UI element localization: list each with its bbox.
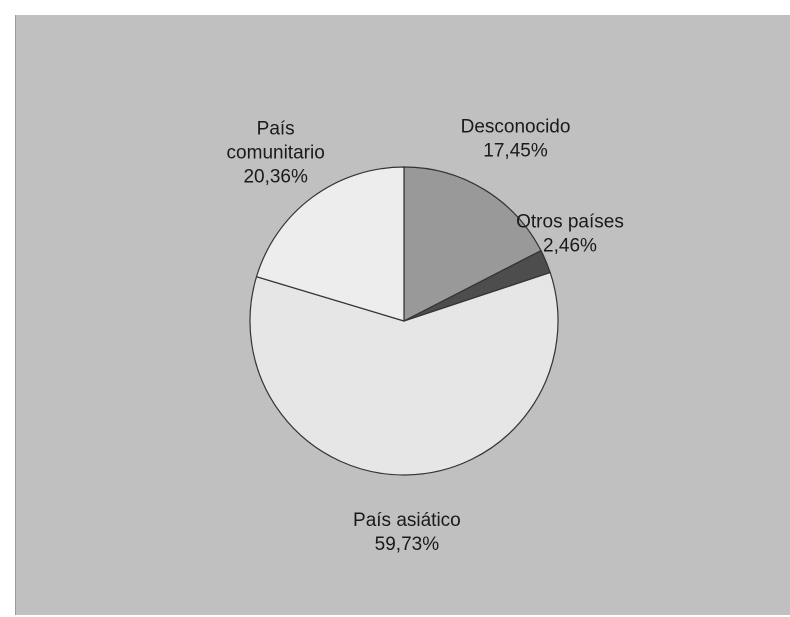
pie-slice-pais-asiatico xyxy=(249,271,559,476)
slice-label-otros-paises: Otros países 2,46% xyxy=(516,211,624,256)
pie-chart: Desconocido 17,45% Otros países 2,46% País a… xyxy=(227,116,624,555)
chart-area: Desconocido 17,45% Otros países 2,46% País a… xyxy=(15,15,790,615)
slice-label-desconocido: Desconocido 17,45% xyxy=(461,116,571,161)
pie-slice-desconocido xyxy=(403,166,542,322)
pie-slice-pais-comunitario xyxy=(255,166,405,322)
slice-label-pais-comunitario: País comunitario 20,36% xyxy=(227,119,325,188)
slice-label-pais-asiatico: País asiático 59,73% xyxy=(353,510,461,555)
